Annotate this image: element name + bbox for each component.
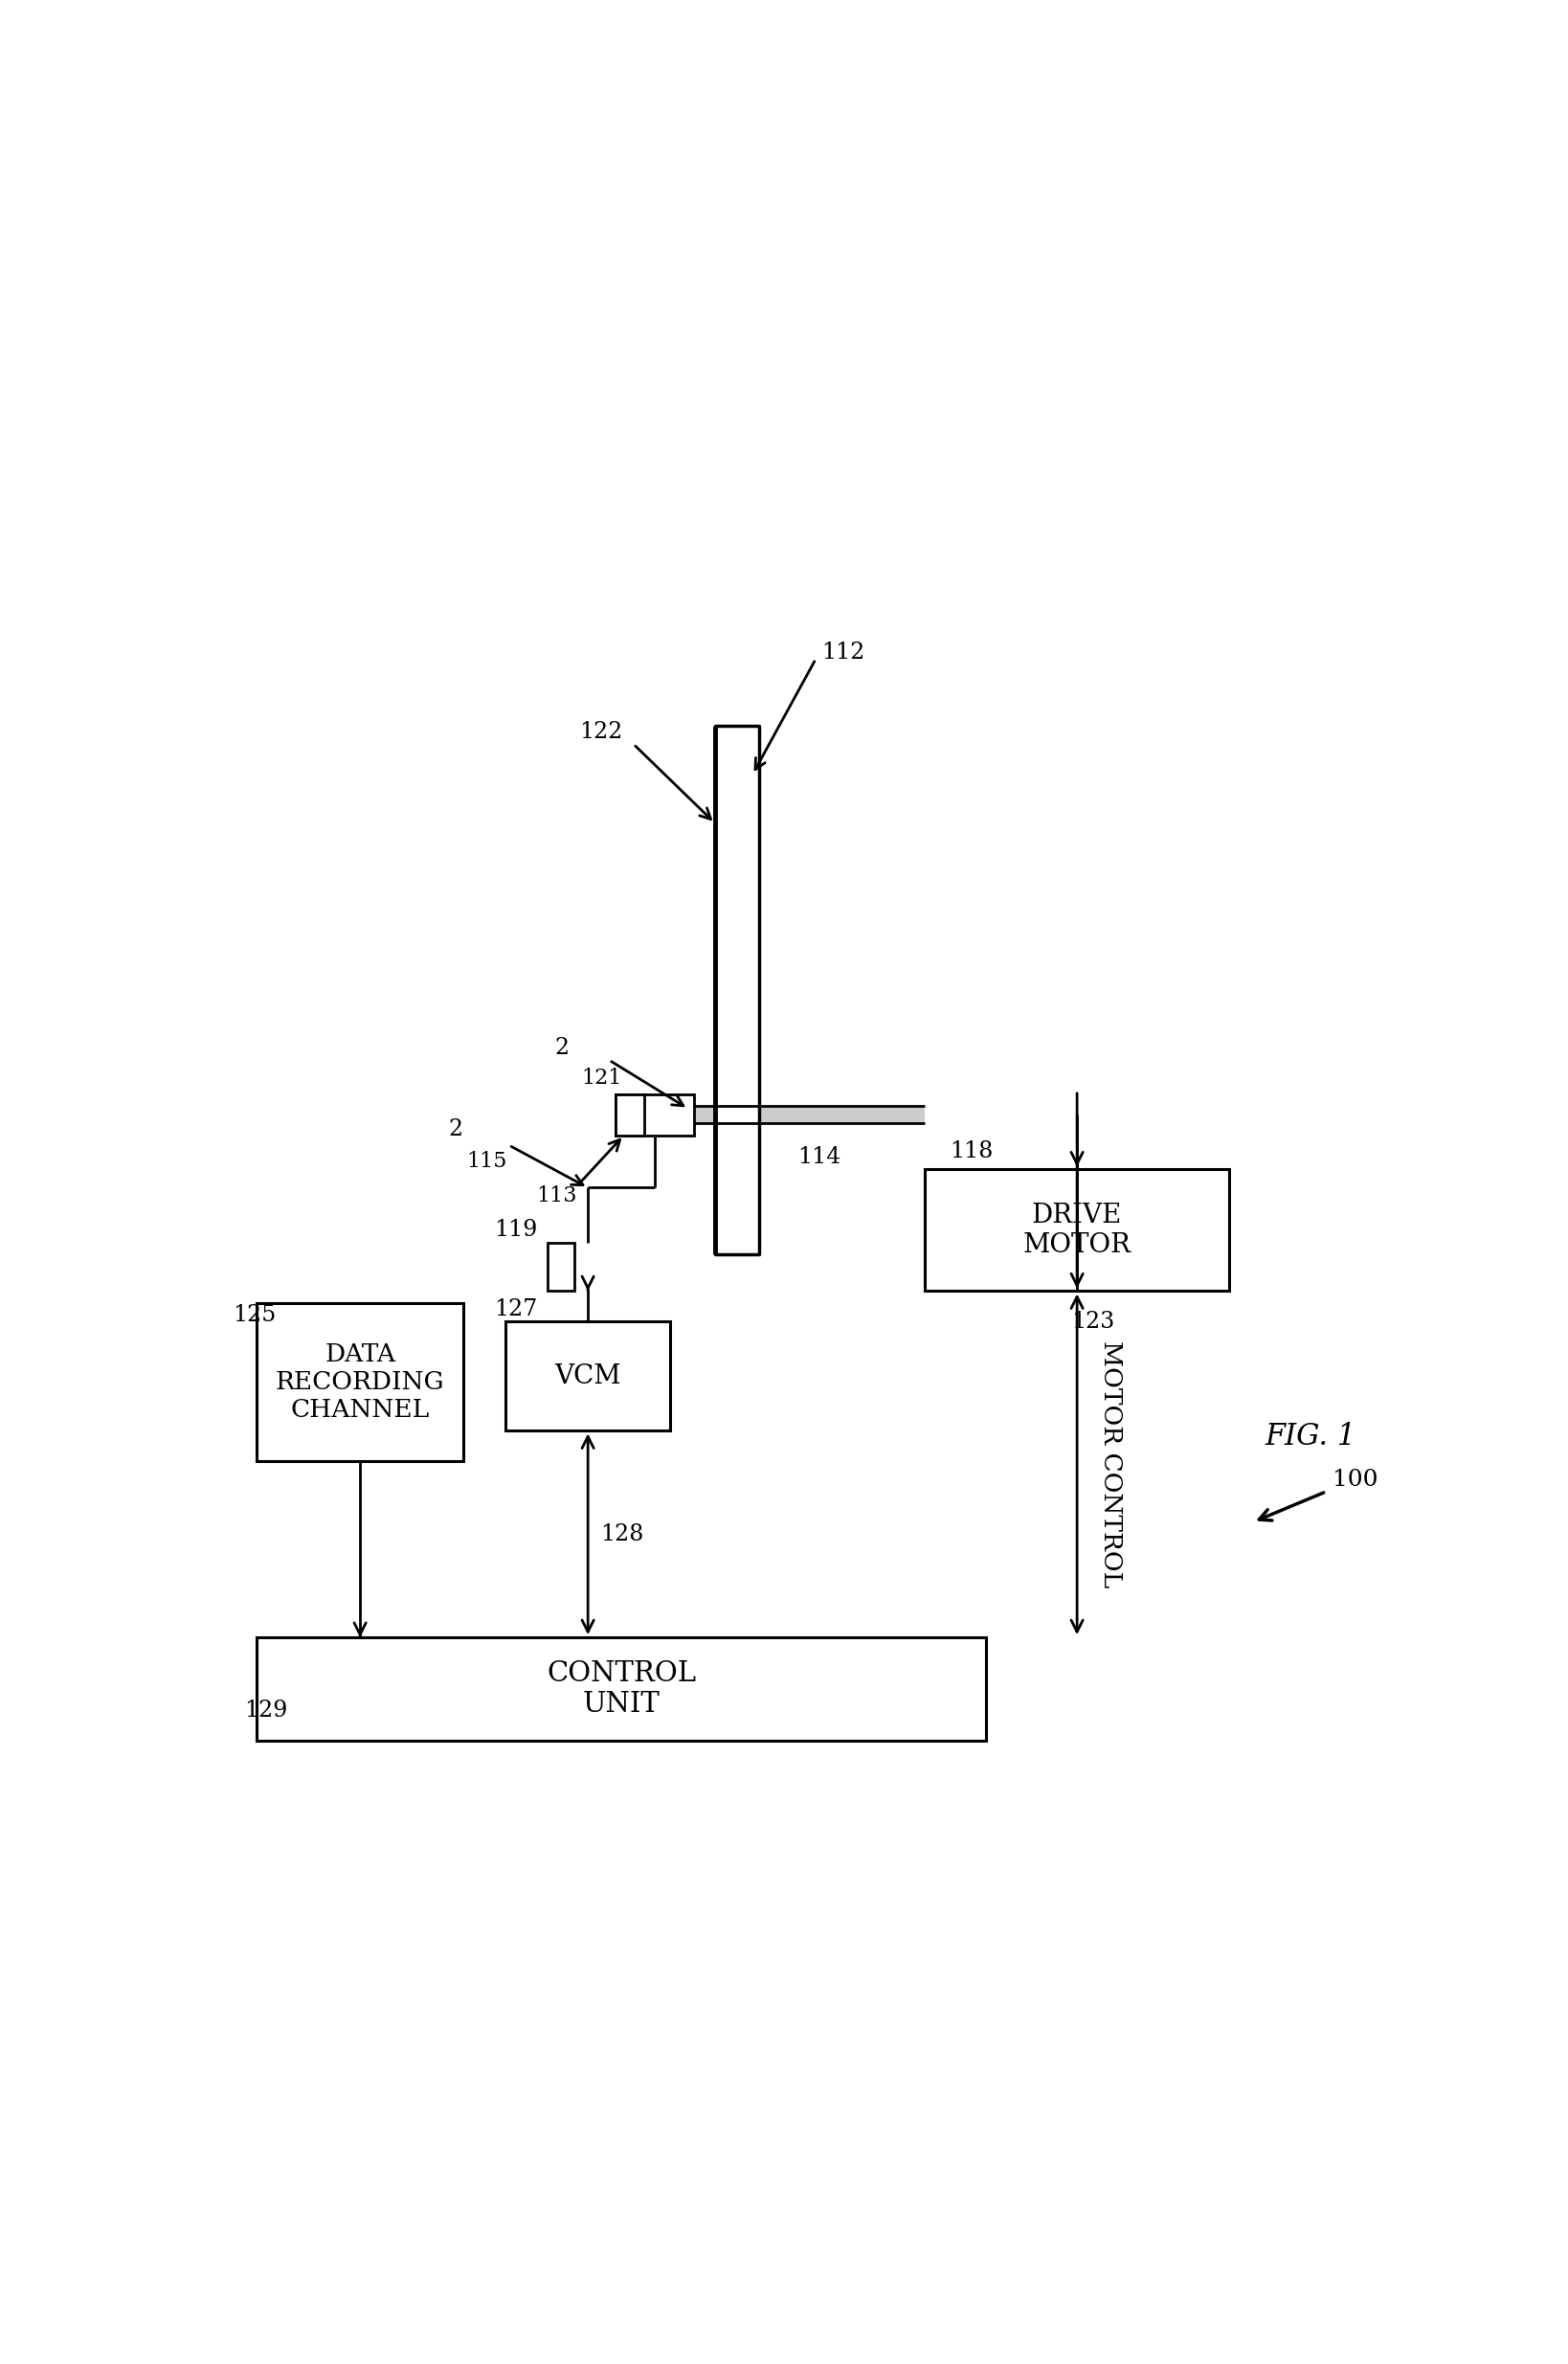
- Text: 128: 128: [601, 1522, 643, 1546]
- Text: 119: 119: [494, 1220, 538, 1241]
- Text: 122: 122: [579, 721, 622, 742]
- Text: FIG. 1: FIG. 1: [1265, 1423, 1356, 1451]
- Bar: [615, 1095, 695, 1135]
- Text: 113: 113: [536, 1187, 577, 1206]
- Text: DRIVE
MOTOR: DRIVE MOTOR: [1022, 1203, 1131, 1258]
- Text: 118: 118: [949, 1139, 993, 1163]
- Bar: [925, 1170, 1229, 1291]
- Bar: [506, 1321, 670, 1430]
- Text: 112: 112: [822, 643, 866, 664]
- Text: DATA
RECORDING
CHANNEL: DATA RECORDING CHANNEL: [276, 1343, 445, 1423]
- Bar: [257, 1638, 986, 1740]
- Text: 2: 2: [555, 1038, 569, 1059]
- Text: 129: 129: [245, 1700, 289, 1721]
- Text: 115: 115: [466, 1151, 506, 1173]
- Text: 127: 127: [494, 1298, 538, 1321]
- Bar: [715, 726, 759, 1255]
- Text: 100: 100: [1333, 1468, 1378, 1489]
- Text: MOTOR CONTROL: MOTOR CONTROL: [1099, 1340, 1123, 1589]
- Bar: [547, 1243, 574, 1291]
- Bar: [257, 1303, 464, 1461]
- Bar: [615, 1095, 644, 1135]
- Text: 121: 121: [582, 1069, 622, 1090]
- Text: 123: 123: [1071, 1310, 1115, 1333]
- Text: VCM: VCM: [555, 1364, 621, 1390]
- Text: CONTROL
UNIT: CONTROL UNIT: [547, 1660, 696, 1719]
- Text: 2: 2: [448, 1118, 463, 1139]
- Bar: [633, 1106, 925, 1123]
- Text: 125: 125: [232, 1305, 276, 1326]
- Text: 114: 114: [798, 1147, 840, 1168]
